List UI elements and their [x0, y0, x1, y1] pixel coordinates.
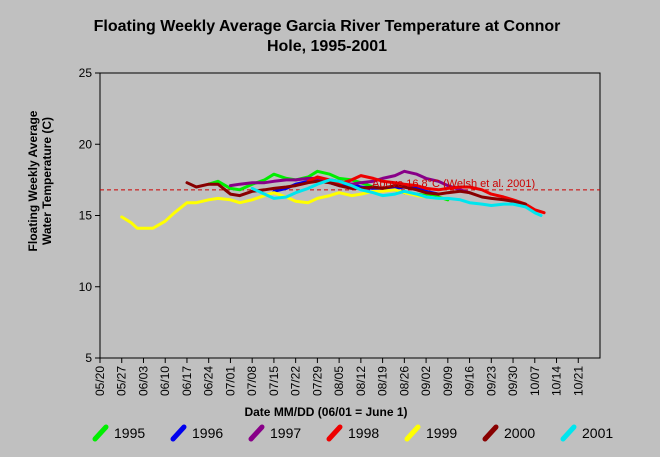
- chart-title-line-2: Hole, 1995-2001: [267, 38, 387, 55]
- x-tick-label: 09/30: [506, 366, 520, 396]
- y-tick-label: 20: [79, 137, 93, 151]
- x-tick-label: 08/26: [397, 366, 411, 396]
- y-tick-label: 25: [79, 66, 93, 80]
- x-axis-label: Date MM/DD (06/01 = June 1): [244, 405, 407, 419]
- plot-area: [99, 72, 601, 359]
- x-tick-label: 07/08: [245, 366, 259, 396]
- legend-swatch-2000: [482, 424, 499, 442]
- x-tick-label: 09/16: [463, 366, 477, 396]
- y-axis-label-line-1: Floating Weekly Average: [26, 110, 40, 251]
- legend-label-2001: 2001: [582, 425, 613, 441]
- x-tick-label: 06/17: [180, 366, 194, 396]
- x-tick-label: 09/23: [484, 366, 498, 396]
- x-tick-label: 08/12: [354, 366, 368, 396]
- x-tick-label: 07/01: [223, 366, 237, 396]
- y-axis: 5 10 15 20 25: [79, 66, 100, 365]
- x-tick-label: 09/09: [441, 366, 455, 396]
- legend-label-1996: 1996: [192, 425, 223, 441]
- legend-label-1999: 1999: [426, 425, 457, 441]
- y-tick-label: 5: [85, 351, 92, 365]
- x-tick-label: 06/10: [158, 366, 172, 396]
- y-tick-label: 10: [79, 280, 93, 294]
- y-tick-label: 15: [79, 209, 93, 223]
- legend-swatch-1998: [326, 424, 343, 442]
- reference-line-label: Above 16.8°C (Welsh et al. 2001): [372, 178, 535, 190]
- x-axis: 05/20 05/27 06/03 06/10 06/17 06/24 07/01 07/08…: [93, 358, 585, 396]
- series-line-1998: [306, 174, 546, 215]
- series-lines: [120, 169, 546, 230]
- x-tick-label: 07/15: [267, 366, 281, 396]
- legend-label-1998: 1998: [348, 425, 379, 441]
- legend: 1995 1996 1997 1998 1999 2000 2001: [92, 424, 613, 442]
- series-line-2001: [250, 178, 543, 217]
- x-tick-label: 07/22: [289, 366, 303, 396]
- x-tick-label: 07/29: [310, 366, 324, 396]
- x-tick-label: 10/21: [571, 366, 585, 396]
- x-tick-label: 09/02: [419, 366, 433, 396]
- x-tick-label: 06/03: [136, 366, 150, 396]
- x-tick-label: 08/19: [376, 366, 390, 396]
- legend-swatch-2001: [560, 424, 577, 442]
- x-tick-label: 08/05: [332, 366, 346, 396]
- chart-title-line-1: Floating Weekly Average Garcia River Tem…: [94, 18, 561, 35]
- x-tick-label: 05/20: [93, 366, 107, 396]
- legend-swatch-1999: [404, 424, 421, 442]
- legend-swatch-1997: [248, 424, 265, 442]
- x-tick-label: 06/24: [202, 366, 216, 396]
- legend-label-1997: 1997: [270, 425, 301, 441]
- legend-label-2000: 2000: [504, 425, 535, 441]
- legend-swatch-1995: [92, 424, 109, 442]
- legend-swatch-1996: [170, 424, 187, 442]
- x-tick-label: 05/27: [115, 366, 129, 396]
- y-axis-label-line-2: Water Temperature (C): [40, 117, 54, 245]
- x-tick-label: 10/14: [550, 366, 564, 396]
- legend-label-1995: 1995: [114, 425, 145, 441]
- x-tick-label: 10/07: [528, 366, 542, 396]
